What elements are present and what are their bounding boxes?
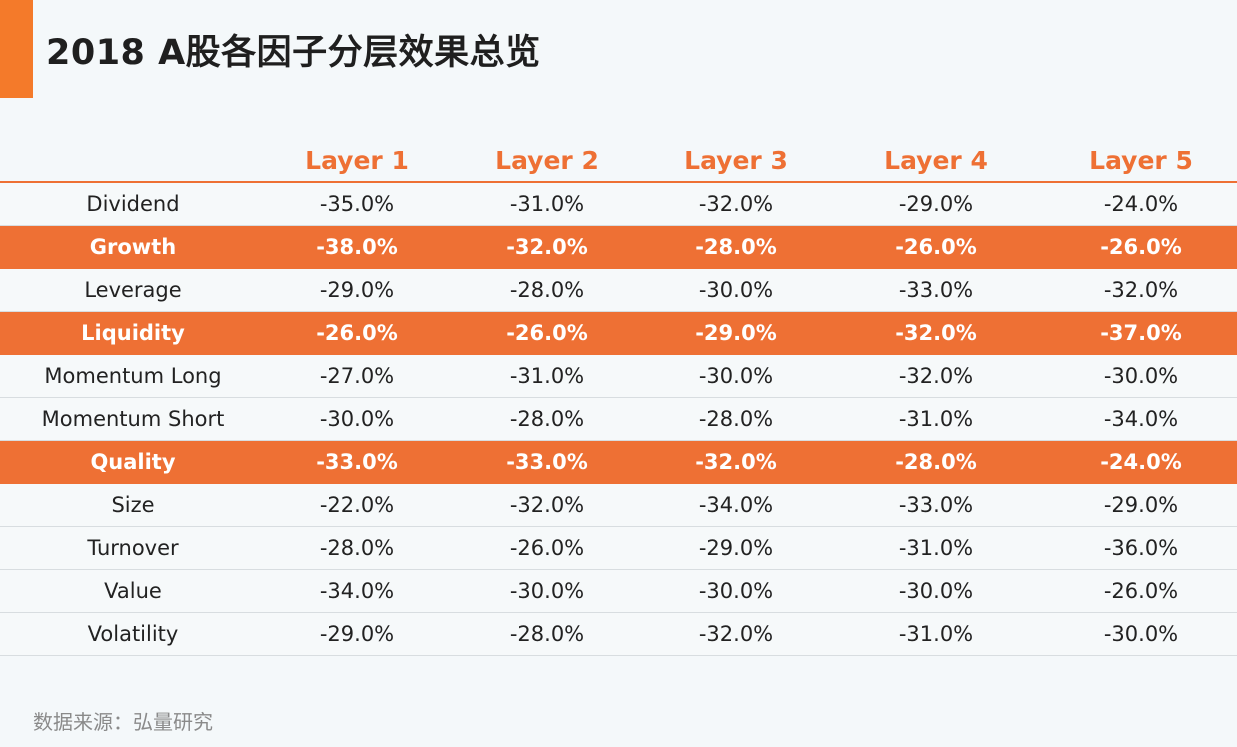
value-cell: -33.0% xyxy=(898,278,974,302)
value-cell: -26.0% xyxy=(1100,235,1182,259)
value-cell: -32.0% xyxy=(898,364,974,388)
value-cell: -32.0% xyxy=(895,321,977,345)
value-cell: -33.0% xyxy=(898,493,974,517)
table-row: Quality -33.0% -33.0% -32.0% -28.0% -24.0% xyxy=(0,441,1237,484)
table-row: Turnover -28.0% -26.0% -29.0% -31.0% -36.0% xyxy=(0,527,1237,570)
table-row: Momentum Short -30.0% -28.0% -28.0% -31.0% -3… xyxy=(0,398,1237,441)
row-label: Liquidity xyxy=(81,321,185,345)
value-cell: -30.0% xyxy=(319,407,395,431)
value-cell: -24.0% xyxy=(1103,192,1179,216)
value-cell: -32.0% xyxy=(506,235,588,259)
table-row: Leverage -29.0% -28.0% -30.0% -33.0% -32.0% xyxy=(0,269,1237,312)
factor-table: Layer 1 Layer 2 Layer 3 Layer 4 Layer 5 Divi… xyxy=(0,138,1237,656)
column-header-layer-2: Layer 2 xyxy=(495,146,599,175)
value-cell: -32.0% xyxy=(698,622,774,646)
value-cell: -26.0% xyxy=(316,321,398,345)
title-accent-bar xyxy=(0,0,33,98)
value-cell: -38.0% xyxy=(316,235,398,259)
value-cell: -29.0% xyxy=(1103,493,1179,517)
value-cell: -28.0% xyxy=(895,450,977,474)
value-cell: -28.0% xyxy=(509,278,585,302)
row-label: Growth xyxy=(89,235,177,259)
value-cell: -31.0% xyxy=(509,192,585,216)
value-cell: -28.0% xyxy=(509,407,585,431)
value-cell: -32.0% xyxy=(695,450,777,474)
value-cell: -26.0% xyxy=(1103,579,1179,603)
value-cell: -34.0% xyxy=(319,579,395,603)
column-header-layer-4: Layer 4 xyxy=(884,146,988,175)
value-cell: -30.0% xyxy=(698,278,774,302)
value-cell: -34.0% xyxy=(698,493,774,517)
value-cell: -35.0% xyxy=(319,192,395,216)
value-cell: -30.0% xyxy=(698,364,774,388)
value-cell: -36.0% xyxy=(1103,536,1179,560)
table-row: Growth -38.0% -32.0% -28.0% -26.0% -26.0% xyxy=(0,226,1237,269)
column-header-layer-1: Layer 1 xyxy=(305,146,409,175)
value-cell: -29.0% xyxy=(319,278,395,302)
value-cell: -29.0% xyxy=(695,321,777,345)
chart-title: 2018 A股各因子分层效果总览 xyxy=(46,33,541,73)
value-cell: -28.0% xyxy=(698,407,774,431)
value-cell: -29.0% xyxy=(698,536,774,560)
value-cell: -26.0% xyxy=(506,321,588,345)
value-cell: -32.0% xyxy=(1103,278,1179,302)
value-cell: -31.0% xyxy=(509,364,585,388)
row-label: Quality xyxy=(90,450,176,474)
value-cell: -24.0% xyxy=(1100,450,1182,474)
row-label: Volatility xyxy=(87,622,179,646)
value-cell: -29.0% xyxy=(319,622,395,646)
table-header-row: Layer 1 Layer 2 Layer 3 Layer 4 Layer 5 xyxy=(0,138,1237,183)
value-cell: -28.0% xyxy=(319,536,395,560)
row-label: Dividend xyxy=(86,192,180,216)
row-label: Momentum Short xyxy=(41,407,225,431)
row-label: Momentum Long xyxy=(44,364,222,388)
value-cell: -30.0% xyxy=(698,579,774,603)
value-cell: -31.0% xyxy=(898,407,974,431)
value-cell: -28.0% xyxy=(509,622,585,646)
table-row: Momentum Long -27.0% -31.0% -30.0% -32.0% -30… xyxy=(0,355,1237,398)
data-source-note: 数据来源：弘量研究 xyxy=(33,710,213,734)
value-cell: -30.0% xyxy=(1103,364,1179,388)
value-cell: -37.0% xyxy=(1100,321,1182,345)
column-header-layer-5: Layer 5 xyxy=(1089,146,1193,175)
value-cell: -26.0% xyxy=(509,536,585,560)
value-cell: -27.0% xyxy=(319,364,395,388)
table-row: Value -34.0% -30.0% -30.0% -30.0% -26.0% xyxy=(0,570,1237,613)
value-cell: -33.0% xyxy=(316,450,398,474)
value-cell: -31.0% xyxy=(898,536,974,560)
row-label: Turnover xyxy=(87,536,179,560)
value-cell: -30.0% xyxy=(509,579,585,603)
column-header-layer-3: Layer 3 xyxy=(684,146,788,175)
row-label: Leverage xyxy=(84,278,182,302)
value-cell: -28.0% xyxy=(695,235,777,259)
table-row: Volatility -29.0% -28.0% -32.0% -31.0% -30.0% xyxy=(0,613,1237,656)
value-cell: -26.0% xyxy=(895,235,977,259)
value-cell: -22.0% xyxy=(319,493,395,517)
row-label: Value xyxy=(104,579,162,603)
value-cell: -33.0% xyxy=(506,450,588,474)
table-row: Liquidity -26.0% -26.0% -29.0% -32.0% -37.0% xyxy=(0,312,1237,355)
table-body: Dividend -35.0% -31.0% -32.0% -29.0% -24.0% Gr… xyxy=(0,183,1237,656)
value-cell: -29.0% xyxy=(898,192,974,216)
value-cell: -31.0% xyxy=(898,622,974,646)
table-row: Dividend -35.0% -31.0% -32.0% -29.0% -24.0% xyxy=(0,183,1237,226)
value-cell: -34.0% xyxy=(1103,407,1179,431)
value-cell: -30.0% xyxy=(1103,622,1179,646)
row-label: Size xyxy=(111,493,155,517)
value-cell: -30.0% xyxy=(898,579,974,603)
value-cell: -32.0% xyxy=(698,192,774,216)
value-cell: -32.0% xyxy=(509,493,585,517)
table-row: Size -22.0% -32.0% -34.0% -33.0% -29.0% xyxy=(0,484,1237,527)
